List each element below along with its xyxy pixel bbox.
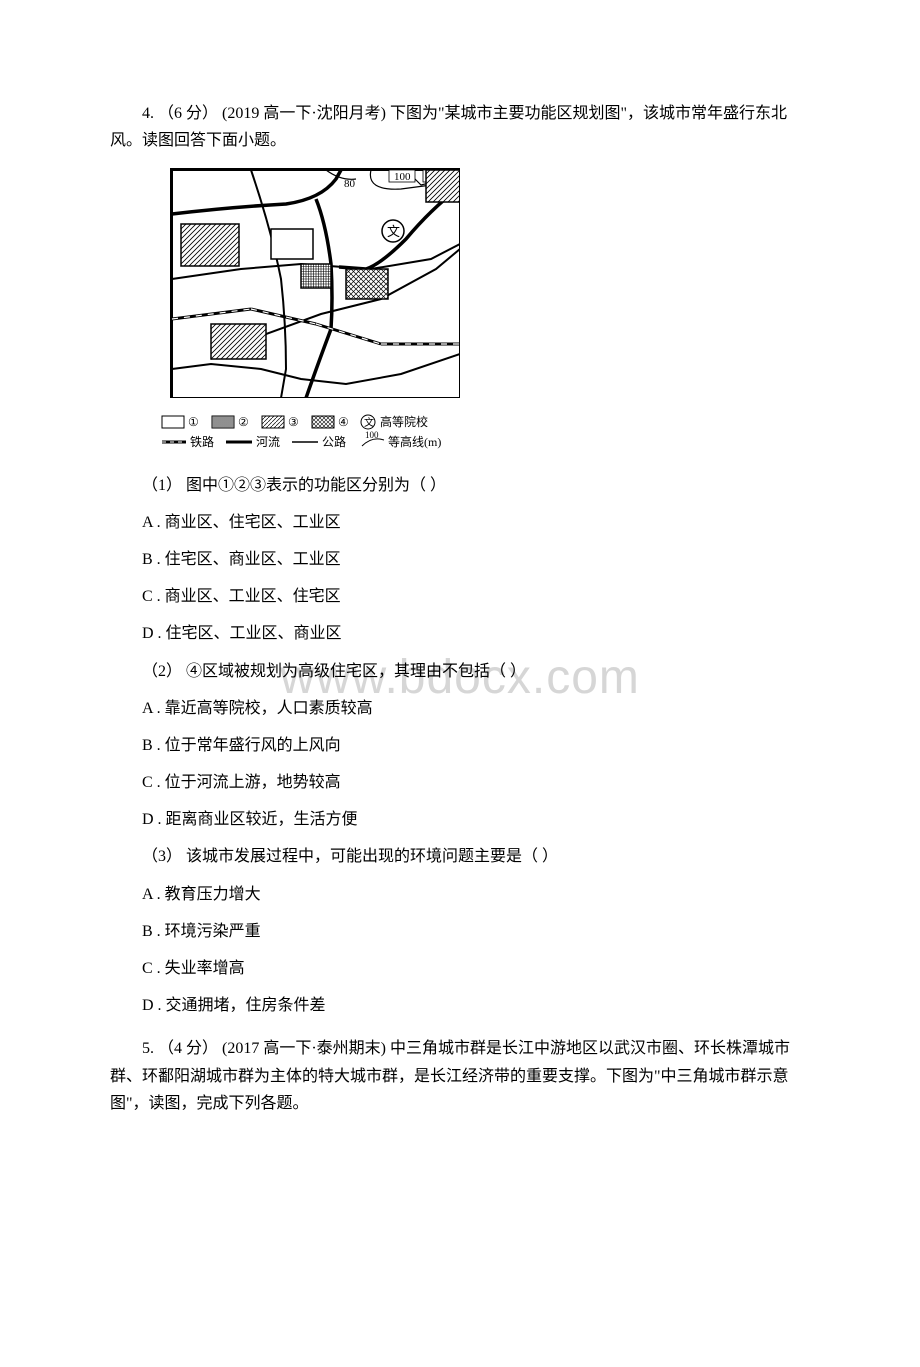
svg-text:④: ④ [338, 415, 349, 429]
q4-sub2-opt-b: B . 位于常年盛行风的上风向 [110, 732, 810, 759]
contour-label-100: 100 [394, 171, 411, 183]
q4-sub3-opt-b: B . 环境污染严重 [110, 918, 810, 945]
q4-sub2-prompt: （2） ④区域被规划为高级住宅区，其理由不包括（ ） [110, 658, 810, 685]
svg-text:公路: 公路 [322, 434, 346, 449]
svg-text:等高线(m): 等高线(m) [388, 434, 441, 449]
contour-label-80: 80 [344, 178, 356, 190]
svg-text:①: ① [188, 415, 199, 429]
q4-sub1-opt-a: A . 商业区、住宅区、工业区 [110, 509, 810, 536]
q4-sub1-opt-b: B . 住宅区、商业区、工业区 [110, 546, 810, 573]
document-content: 4. （6 分） (2019 高一下·沈阳月考) 下图为"某城市主要功能区规划图… [110, 100, 810, 1117]
q4-sub1-opt-d: D . 住宅区、工业区、商业区 [110, 620, 810, 647]
svg-text:②: ② [238, 415, 249, 429]
q4-legend: ① ② ③ ④ 文 高等院校 铁路 河流 公路 100 等高线(m) [160, 414, 810, 459]
q4-sub3-opt-c: C . 失业率增高 [110, 955, 810, 982]
q4-sub3-opt-a: A . 教育压力增大 [110, 881, 810, 908]
svg-text:文: 文 [364, 416, 374, 429]
svg-text:100: 100 [365, 430, 379, 440]
q4-sub2-opt-c: C . 位于河流上游，地势较高 [110, 769, 810, 796]
university-symbol: 文 [387, 224, 400, 239]
q4-figure: 100 120 80 [170, 168, 460, 398]
svg-text:高等院校: 高等院校 [380, 414, 428, 429]
q5-header: 5. （4 分） (2017 高一下·泰州期末) 中三角城市群是长江中游地区以武… [110, 1035, 810, 1117]
q4-sub3-prompt: （3） 该城市发展过程中，可能出现的环境问题主要是（ ） [110, 843, 810, 870]
q4-header: 4. （6 分） (2019 高一下·沈阳月考) 下图为"某城市主要功能区规划图… [110, 100, 810, 154]
svg-text:铁路: 铁路 [190, 434, 214, 449]
svg-text:③: ③ [288, 415, 299, 429]
q4-sub1-opt-c: C . 商业区、工业区、住宅区 [110, 583, 810, 610]
q4-sub3-opt-d: D . 交通拥堵，住房条件差 [110, 992, 810, 1019]
q4-sub1-prompt: （1） 图中①②③表示的功能区分别为（ ） [110, 472, 810, 499]
q4-sub2-opt-d: D . 距离商业区较近，生活方便 [110, 806, 810, 833]
svg-text:河流: 河流 [256, 435, 280, 449]
q4-sub2-opt-a: A . 靠近高等院校，人口素质较高 [110, 695, 810, 722]
